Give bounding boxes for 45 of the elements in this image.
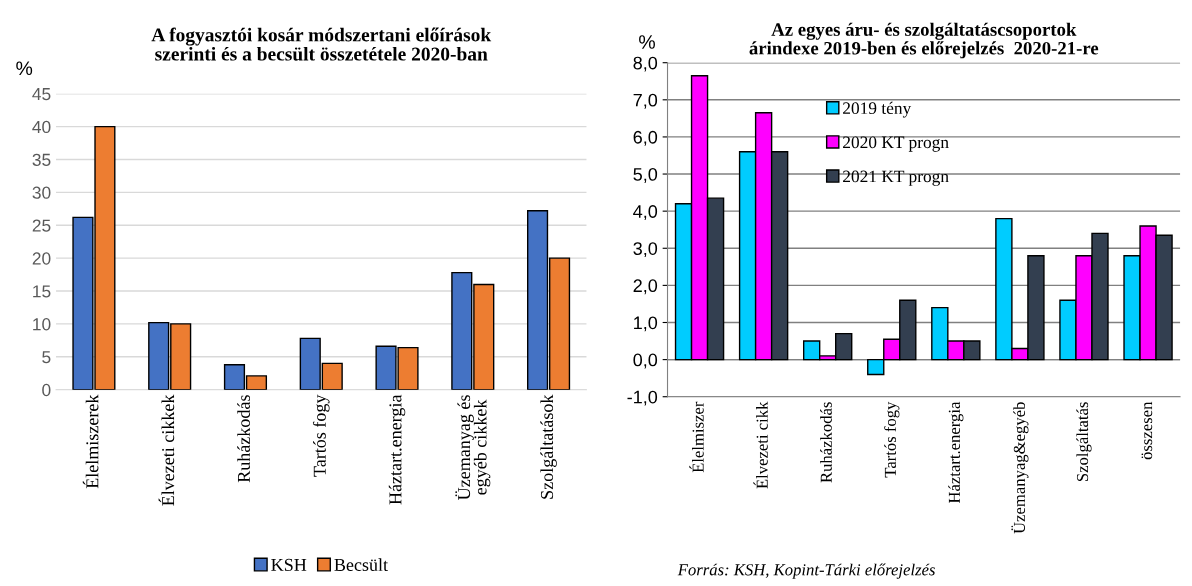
y-tick-label: -1,0 xyxy=(627,390,658,406)
x-tick-label: Tartós fogy xyxy=(312,394,330,477)
y-tick-label: 2,0 xyxy=(633,279,658,295)
chart-title: Az egyes áru- és szolgáltatáscsoportok árindexe 2019-ben és előrejelzés 2020-21-re xyxy=(749,22,1099,59)
x-tick-label: Háztart.energia xyxy=(948,401,964,504)
y-tick-label: 3,0 xyxy=(633,242,658,258)
y-tick-label: 25 xyxy=(32,219,51,232)
x-tick-label: Üzemanyag és egyéb cikkek xyxy=(455,395,491,500)
y-tick-label: 35 xyxy=(32,153,51,166)
x-tick-label: Élvezeti cikkek xyxy=(158,394,175,506)
x-tick-label: összesen xyxy=(1141,401,1153,460)
y-tick-label: 45 xyxy=(32,88,51,101)
y-tick-label: 20 xyxy=(32,252,51,265)
y-axis-title: % xyxy=(639,35,655,49)
x-tick-label: Ruházkodás xyxy=(820,402,832,483)
x-tick-label: Szolgáltatások xyxy=(540,394,557,499)
y-tick-label: 8,0 xyxy=(633,56,658,72)
x-tick-label: Élelmiszerek xyxy=(82,394,99,489)
legend-label: 2021 KT progn xyxy=(843,170,949,186)
legend-label: KSH xyxy=(271,558,307,571)
y-tick-label: 6,0 xyxy=(633,130,658,146)
x-tick-label: Tartós fogy xyxy=(884,401,900,478)
y-tick-label: 40 xyxy=(32,120,51,134)
legend-label: 2020 KT progn xyxy=(843,136,949,152)
y-tick-label: 0 xyxy=(42,383,51,397)
x-tick-label: Ruházkodás xyxy=(237,395,250,483)
x-tick-label: Szolgáltatás xyxy=(1076,402,1092,482)
x-tick-label: Üzemanyag&egyéb xyxy=(1011,402,1029,534)
y-tick-label: 1,0 xyxy=(634,316,658,332)
chart-title: A fogyasztói kosár módszertani előírások szerinti és a becsült összetétele 2020-ban xyxy=(151,27,492,61)
y-tick-label: 15 xyxy=(33,285,51,298)
y-tick-label: 4,0 xyxy=(633,205,658,221)
x-tick-label: Élvezeti cikk xyxy=(753,401,768,489)
legend-label: Becsült xyxy=(334,558,388,571)
text: Forrás: KSH, Kopint-Tárki előrejelzés xyxy=(677,563,935,579)
y-tick-label: 0,0 xyxy=(633,353,658,369)
y-axis-title: % xyxy=(16,61,33,76)
y-tick-label: 30 xyxy=(32,186,51,199)
y-tick-label: 7,0 xyxy=(633,93,658,109)
y-tick-label: 5,0 xyxy=(633,167,658,183)
legend-label: 2019 tény xyxy=(843,101,912,118)
x-tick-label: Élelmiszer xyxy=(689,401,704,473)
y-tick-label: 10 xyxy=(33,318,51,331)
y-tick-label: 5 xyxy=(42,351,51,364)
x-tick-label: Háztart.energia xyxy=(388,394,406,505)
